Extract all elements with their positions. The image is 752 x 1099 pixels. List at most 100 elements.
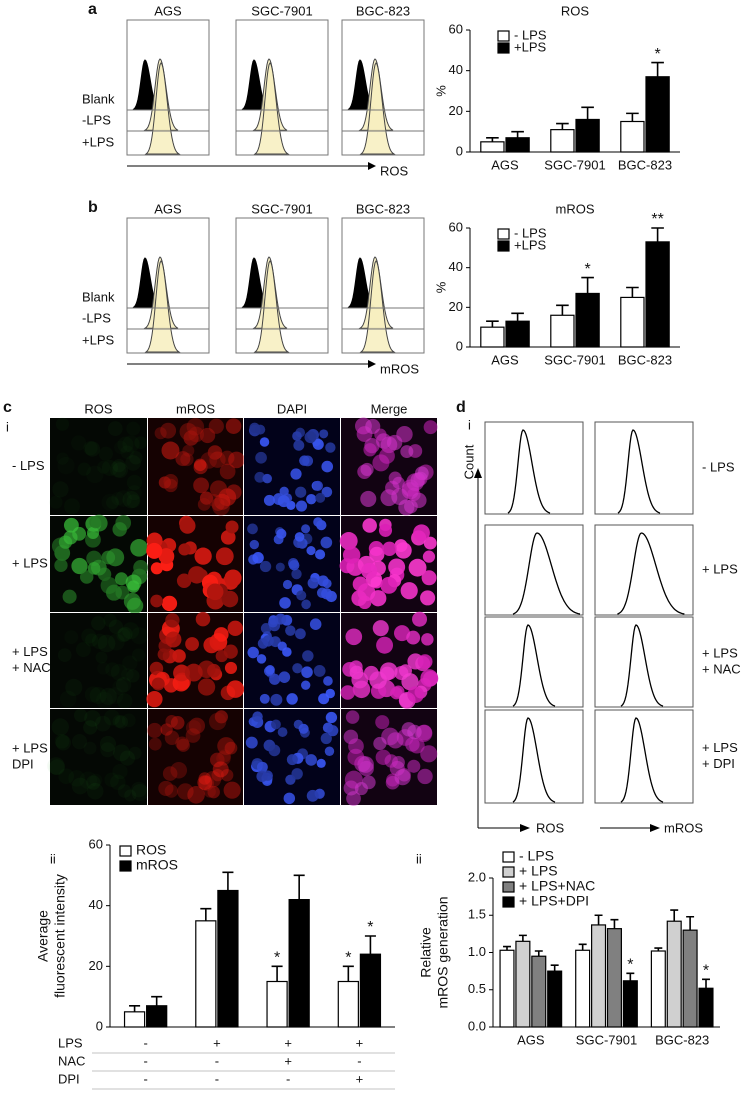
histogram-box — [594, 616, 694, 708]
cell — [94, 715, 111, 732]
error-bar — [200, 907, 212, 921]
error-bar — [293, 874, 305, 900]
cell — [194, 547, 212, 565]
cell — [73, 708, 88, 723]
cell — [282, 647, 292, 657]
cell — [388, 558, 406, 576]
histogram — [512, 624, 556, 707]
y-axis-label: mROS generation — [435, 896, 451, 1008]
cell — [200, 452, 218, 469]
error-bar — [651, 227, 664, 242]
cell — [89, 687, 107, 705]
axis-label: ROS — [380, 163, 409, 178]
axis-label: mROS — [664, 820, 703, 835]
cell — [86, 782, 104, 800]
cell — [320, 536, 333, 549]
cell — [197, 497, 211, 511]
cell — [122, 435, 140, 453]
histogram-box — [484, 616, 584, 708]
cell — [298, 723, 309, 734]
bar — [682, 929, 698, 1028]
error-bar — [651, 61, 664, 77]
cell — [91, 633, 108, 650]
cell — [275, 562, 285, 572]
histogram-box — [594, 524, 694, 616]
cell — [228, 451, 245, 469]
treatment-cell: + — [213, 1035, 221, 1050]
cell — [315, 549, 326, 560]
cell — [97, 661, 110, 675]
column-header: SGC-7901 — [251, 3, 312, 18]
cell — [220, 450, 235, 466]
cell — [183, 430, 199, 446]
histogram-box — [484, 709, 584, 804]
cell — [70, 435, 87, 451]
cell — [212, 498, 230, 516]
bar — [195, 920, 217, 1028]
treatment-cell: - — [143, 1071, 147, 1086]
cell — [349, 665, 364, 680]
cell — [49, 495, 63, 509]
treatment-name: NAC — [58, 1053, 85, 1068]
column-header: SGC-7901 — [251, 201, 312, 216]
cell — [204, 770, 222, 788]
cell — [407, 686, 425, 703]
cell — [188, 566, 206, 584]
cell — [363, 665, 379, 681]
cell — [199, 491, 214, 505]
cell — [293, 439, 305, 451]
cell — [119, 750, 136, 766]
cell — [59, 690, 77, 708]
cell — [146, 691, 163, 708]
cell — [345, 628, 363, 646]
row-label: -LPS — [82, 112, 111, 127]
cell — [165, 715, 178, 728]
cell — [158, 476, 171, 489]
cell — [380, 666, 395, 681]
cell — [288, 559, 300, 571]
significance-marker: ** — [651, 211, 663, 228]
micrograph — [148, 418, 243, 515]
cell — [306, 546, 316, 556]
cell — [218, 749, 232, 763]
cell — [91, 615, 106, 631]
y-tick-label: 0 — [456, 338, 463, 353]
cell — [285, 625, 296, 636]
cell — [184, 663, 203, 682]
cell — [81, 628, 97, 644]
cell — [317, 575, 329, 587]
cell — [302, 650, 314, 662]
treatment-cell: + — [284, 1035, 292, 1050]
axis-label: mROS — [380, 361, 419, 376]
cell — [325, 711, 338, 724]
y-axis-label: Average — [35, 910, 51, 962]
cell — [164, 784, 179, 798]
cell — [57, 648, 72, 662]
cell — [154, 427, 167, 440]
cell — [219, 463, 236, 480]
legend-swatch — [119, 845, 132, 857]
cell — [226, 484, 242, 500]
cell — [313, 517, 323, 527]
cell — [83, 720, 98, 735]
bar — [515, 940, 531, 1028]
arrow-head — [368, 360, 376, 368]
bar — [266, 980, 288, 1028]
cell — [316, 758, 326, 768]
bar — [622, 980, 638, 1028]
cell — [401, 673, 419, 691]
bar — [217, 889, 239, 1028]
cell — [291, 768, 303, 780]
row-label: + DPI — [702, 756, 735, 771]
cell — [360, 462, 374, 476]
cell — [54, 558, 68, 573]
cell — [209, 451, 226, 468]
cell — [126, 485, 142, 501]
cell — [360, 490, 377, 507]
cell — [245, 736, 258, 749]
error-bar — [486, 320, 499, 328]
cell — [187, 786, 205, 804]
y-tick-label: 20 — [449, 103, 463, 118]
cell — [131, 648, 146, 662]
cell — [97, 634, 116, 653]
